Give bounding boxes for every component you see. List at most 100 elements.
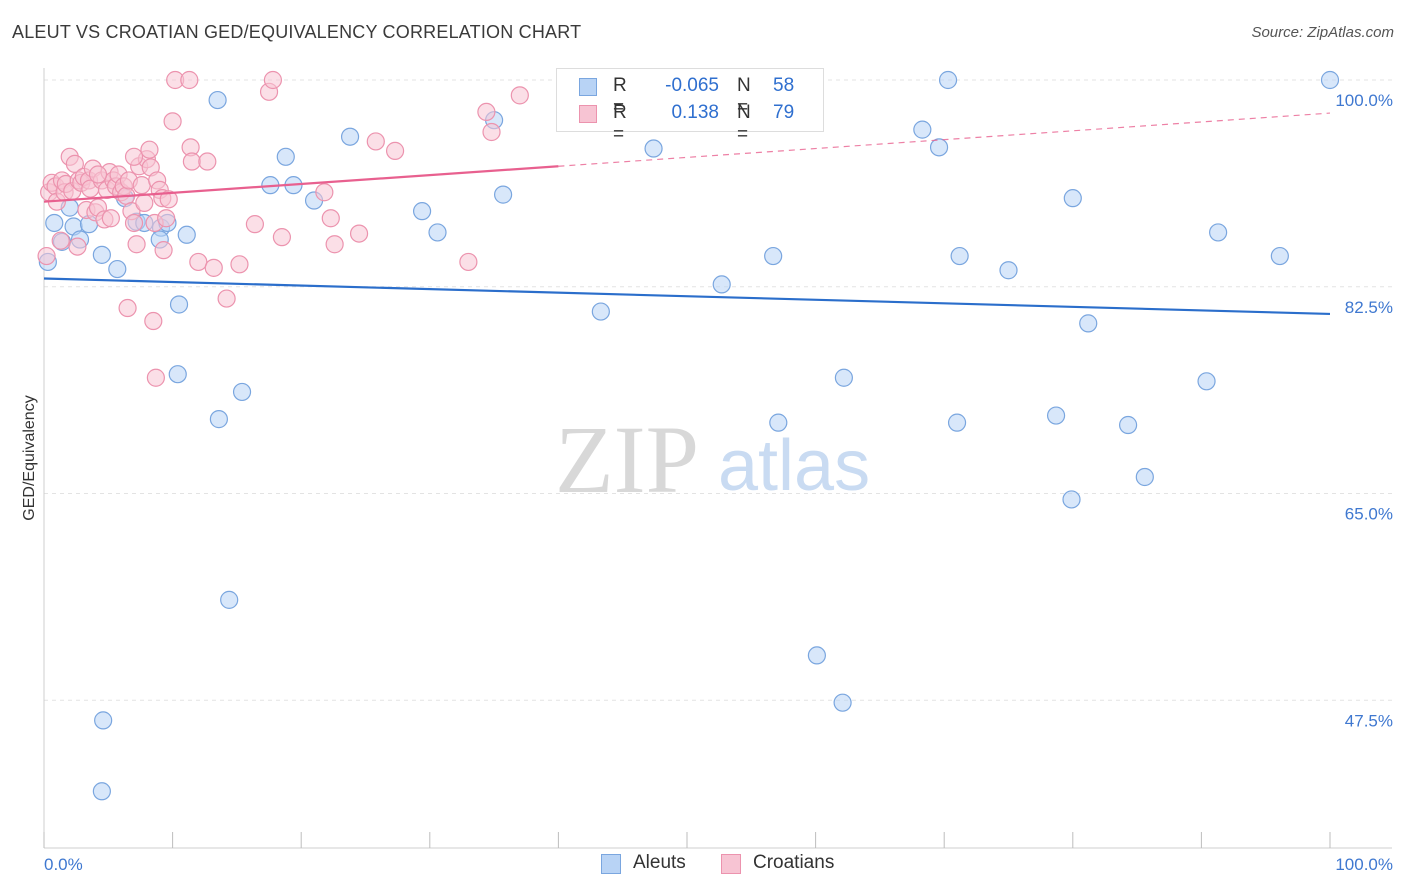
legend-r-value: 0.138 <box>671 102 719 123</box>
aleuts-point <box>428 223 447 242</box>
aleuts-point <box>1118 415 1138 435</box>
aleuts-point <box>108 259 127 279</box>
croatians-point <box>263 70 283 90</box>
aleuts-point <box>92 782 111 801</box>
croatians-point <box>88 165 108 184</box>
croatians-point <box>124 213 144 233</box>
croatians-point <box>325 235 344 254</box>
aleuts-point <box>950 246 969 266</box>
x-tick-label-min: 0.0% <box>44 855 83 874</box>
aleuts-point <box>209 410 228 429</box>
croatians-point <box>180 70 199 90</box>
croatians-point <box>135 193 154 212</box>
aleuts-point <box>177 225 196 244</box>
croatians-point <box>124 147 144 166</box>
croatians-trend-line <box>43 165 559 203</box>
croatians-point <box>140 140 159 159</box>
aleuts-point <box>169 295 189 314</box>
aleuts-point <box>92 245 111 264</box>
croatians-point <box>37 246 56 266</box>
aleuts-point <box>232 382 252 402</box>
aleuts-point <box>999 261 1018 280</box>
legend-r-label: R = <box>613 102 627 145</box>
aleuts-point <box>208 90 227 110</box>
aleuts-trend-line <box>43 277 1331 316</box>
aleuts-point <box>644 139 663 158</box>
aleuts-point <box>276 147 295 166</box>
legend-r-label: R = <box>613 75 627 118</box>
legend-n-value: 79 <box>773 102 795 123</box>
croatians-point <box>385 141 405 160</box>
aleuts-point <box>769 413 788 432</box>
croatians-point <box>349 224 369 243</box>
croatians-point <box>217 289 236 308</box>
aleuts-point <box>45 213 64 233</box>
x-tick-label-max: 100.0% <box>1335 855 1393 874</box>
croatians-point <box>127 235 146 254</box>
aleuts-point <box>938 70 958 90</box>
aleuts-point <box>807 646 826 665</box>
aleuts-point <box>1063 189 1082 208</box>
y-tick-label: 100.0% <box>1335 91 1393 110</box>
croatians-point <box>132 176 151 195</box>
aleuts-point <box>764 246 783 266</box>
aleuts-swatch <box>579 78 597 96</box>
trend-lines <box>43 112 1331 316</box>
aleuts-point <box>833 693 852 712</box>
croatians-legend-label: Croatians <box>753 852 835 873</box>
croatians-point <box>157 209 176 228</box>
aleuts-point <box>1062 490 1081 509</box>
watermark-zip: ZIP <box>555 406 699 513</box>
aleuts-point <box>94 711 113 730</box>
correlation-legend: R = -0.065 N = 58 R = 0.138 N = 79 <box>556 68 824 145</box>
croatians-point <box>68 237 87 256</box>
croatians-point <box>482 122 501 142</box>
croatians-point <box>459 252 478 272</box>
croatians-point <box>163 112 182 131</box>
aleuts-point <box>1135 467 1154 487</box>
aleuts-legend-swatch <box>601 854 621 874</box>
croatians-point <box>146 368 165 387</box>
croatians-point <box>144 311 163 331</box>
aleuts-point <box>1320 70 1340 90</box>
aleuts-point <box>591 302 610 321</box>
croatians-point <box>198 152 217 171</box>
croatians-point <box>230 255 249 274</box>
aleuts-point <box>929 138 949 157</box>
aleuts-point <box>412 202 432 221</box>
croatians-point <box>272 228 292 247</box>
aleuts-point <box>834 368 853 387</box>
aleuts-legend-label: Aleuts <box>633 852 686 873</box>
croatians-legend-swatch <box>721 854 741 874</box>
croatians-point <box>182 152 201 171</box>
croatians-point <box>159 190 178 209</box>
croatians-point <box>101 209 120 228</box>
aleuts-point <box>220 590 239 609</box>
aleuts-point <box>1270 246 1289 266</box>
aleuts-point <box>494 185 513 204</box>
croatians-points <box>37 70 529 387</box>
legend-n-label: N = <box>737 75 751 118</box>
croatians-point <box>118 298 137 318</box>
source-credit: Source: ZipAtlas.com <box>1251 24 1394 41</box>
aleuts-point <box>168 365 187 384</box>
chart-title: ALEUT VS CROATIAN GED/EQUIVALENCY CORREL… <box>12 22 582 42</box>
aleuts-point <box>1046 406 1066 425</box>
y-tick-label: 47.5% <box>1345 711 1393 730</box>
croatians-swatch <box>579 105 597 123</box>
croatians-trend-extension <box>558 112 1331 167</box>
croatians-point <box>245 215 265 234</box>
aleuts-point <box>340 127 360 146</box>
y-tick-label: 65.0% <box>1345 505 1393 524</box>
aleuts-point <box>712 275 731 294</box>
croatians-point <box>366 132 385 151</box>
aleuts-point <box>947 413 967 432</box>
aleuts-point <box>1197 372 1216 391</box>
croatians-point <box>189 252 208 272</box>
croatians-point <box>51 231 70 250</box>
watermark-atlas: atlas <box>718 426 870 506</box>
tick-labels: 47.5% 65.0% 82.5% 100.0% 0.0% 100.0% <box>44 91 1393 874</box>
aleuts-point <box>1209 223 1228 242</box>
croatians-point <box>477 102 496 122</box>
